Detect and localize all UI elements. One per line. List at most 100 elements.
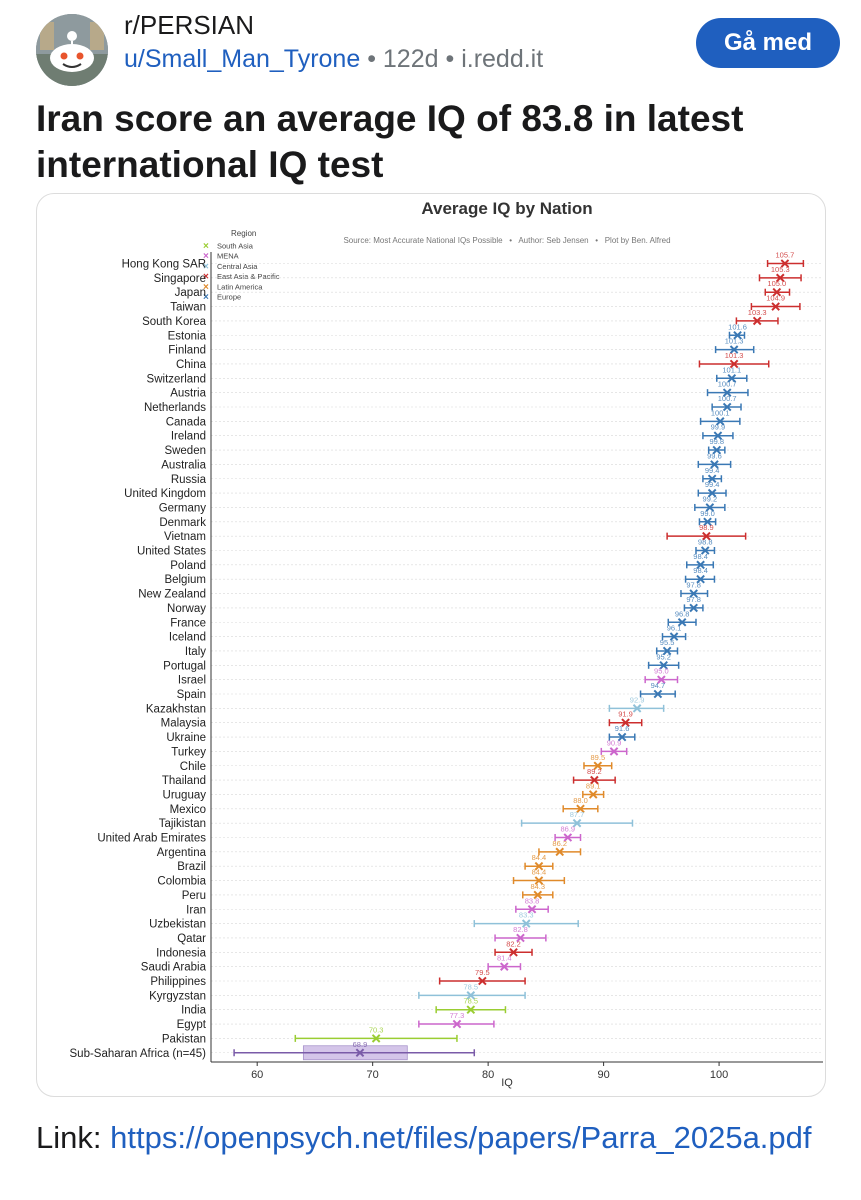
country-label: Denmark	[159, 517, 206, 529]
marker-stroke	[771, 302, 780, 311]
marker-stroke	[705, 503, 715, 512]
legend-marker: ×	[203, 261, 209, 272]
data-point	[593, 761, 603, 771]
subreddit-avatar[interactable]	[36, 14, 108, 86]
value-label: 97.8	[686, 595, 701, 604]
value-label: 90.9	[607, 738, 622, 747]
marker-stroke	[772, 287, 782, 297]
legend-marker: ×	[203, 292, 209, 303]
marker-stroke	[466, 1005, 476, 1015]
value-label: 84.3	[530, 882, 545, 891]
x-tick-label: 90	[597, 1069, 609, 1081]
value-label: 98.4	[693, 566, 708, 575]
value-label: 99.4	[705, 466, 720, 475]
data-point	[509, 947, 518, 957]
country-label: Iceland	[169, 632, 206, 644]
data-point	[653, 689, 663, 699]
country-label: Switzerland	[147, 373, 206, 385]
value-label: 96.8	[675, 609, 690, 618]
value-label: 98.8	[698, 538, 713, 547]
post-title[interactable]: Iran score an average IQ of 83.8 in late…	[36, 98, 744, 185]
post-age: 122d	[382, 45, 439, 73]
data-point	[710, 460, 719, 469]
marker-stroke	[617, 732, 627, 742]
paper-link[interactable]: https://openpsych.net/files/papers/Parra…	[110, 1120, 812, 1155]
country-label: Poland	[170, 560, 206, 572]
value-label: 99.9	[711, 423, 726, 432]
value-label: 95.2	[656, 652, 671, 661]
data-point	[662, 646, 672, 656]
post-image[interactable]: Average IQ by Nation Source: Most Accura…	[36, 193, 826, 1097]
data-point	[722, 402, 732, 412]
marker-stroke	[593, 761, 603, 771]
data-point	[775, 273, 785, 283]
marker-stroke	[590, 775, 599, 785]
data-point	[780, 259, 790, 268]
value-label: 101.1	[722, 365, 741, 374]
marker-stroke	[696, 574, 705, 584]
country-label: New Zealand	[138, 589, 206, 601]
country-label: Indonesia	[156, 947, 206, 959]
marker-stroke	[659, 660, 668, 670]
chart-legend: Region × South Asia × MENA × Central Asia × East…	[203, 229, 280, 303]
value-label: 83.3	[519, 911, 534, 920]
legend-label: South Asia	[217, 242, 254, 251]
country-label: Finland	[168, 345, 206, 357]
data-point	[534, 861, 544, 871]
value-label: 92.9	[630, 695, 645, 704]
marker-stroke	[710, 460, 719, 469]
marker-stroke	[689, 589, 698, 598]
marker-stroke	[712, 445, 722, 455]
value-label: 103.3	[748, 308, 767, 317]
data-point	[555, 847, 565, 857]
marker-stroke	[722, 402, 732, 412]
country-label: Philippines	[150, 976, 206, 988]
value-label: 97.8	[686, 581, 701, 590]
data-point	[752, 316, 762, 326]
marker-stroke	[534, 861, 544, 871]
data-point	[703, 517, 712, 527]
post-meta: u/Small_Man_Tyrone • 122d • i.redd.it	[124, 45, 543, 74]
country-label: Egypt	[177, 1019, 207, 1031]
country-label: South Korea	[142, 316, 207, 328]
marker-stroke	[609, 747, 619, 756]
data-point	[707, 488, 717, 498]
value-label: 91.9	[618, 710, 633, 719]
data-point	[572, 818, 582, 828]
marker-stroke	[677, 617, 687, 627]
country-label: Uzbekistan	[149, 919, 206, 931]
marker-stroke	[707, 488, 717, 498]
country-label: Ukraine	[166, 732, 206, 744]
marker-stroke	[466, 991, 476, 1000]
country-label: Kyrgyzstan	[149, 990, 206, 1002]
post-link-text: Link: https://openpsych.net/files/papers…	[36, 1118, 836, 1158]
data-point	[677, 617, 687, 627]
country-label: France	[170, 617, 206, 629]
subreddit-name[interactable]: r/PERSIAN	[124, 10, 255, 40]
data-point	[499, 962, 509, 971]
post-domain[interactable]: i.redd.it	[461, 45, 544, 73]
author-link[interactable]: u/Small_Man_Tyrone	[124, 45, 361, 73]
value-label: 88.0	[573, 796, 588, 805]
legend-marker: ×	[203, 241, 209, 252]
marker-stroke	[715, 417, 725, 426]
marker-stroke	[662, 646, 672, 656]
value-label: 101.3	[725, 337, 744, 346]
data-point	[609, 747, 619, 756]
x-tick-label: 100	[710, 1069, 728, 1081]
marker-stroke	[588, 790, 598, 799]
data-point	[521, 919, 531, 928]
country-label: Saudi Arabia	[141, 962, 207, 974]
country-label: Netherlands	[144, 402, 206, 414]
country-label: Austria	[170, 388, 206, 400]
data-point	[617, 732, 627, 742]
data-point	[621, 718, 630, 728]
country-label: Colombia	[157, 876, 206, 888]
join-button[interactable]: Gå med	[696, 18, 840, 68]
value-label: 91.6	[615, 724, 630, 733]
marker-stroke	[657, 675, 666, 684]
data-point	[712, 445, 722, 455]
iq-chart: Average IQ by Nation Source: Most Accura…	[70, 199, 823, 1089]
value-label: 99.8	[709, 437, 724, 446]
legend-title: Region	[231, 229, 256, 238]
